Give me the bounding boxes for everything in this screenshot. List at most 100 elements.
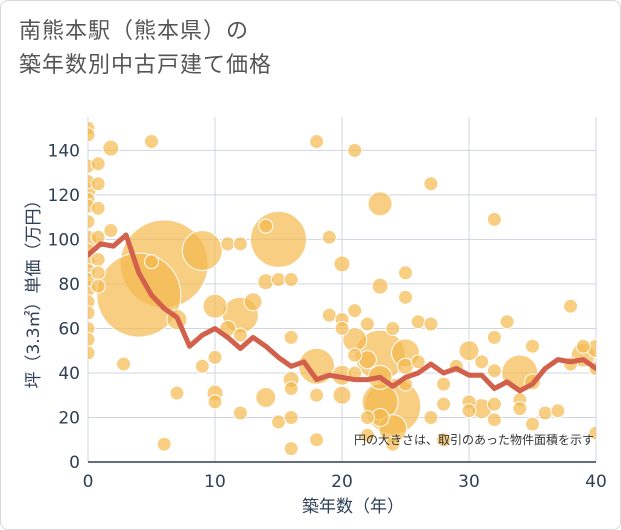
bubble-117 [486, 396, 502, 412]
bubble-69 [207, 394, 223, 410]
bubble-55 [90, 156, 106, 172]
chart-title-line-2: 築年数別中古戸建て価格 [19, 53, 273, 78]
bubble-112 [461, 403, 477, 419]
bubble-90 [347, 142, 363, 158]
bubble-125 [550, 403, 566, 419]
y-tick-label-3: 60 [58, 319, 80, 339]
bubble-107 [436, 376, 452, 392]
bubble-61 [90, 278, 106, 294]
bubble-45 [88, 214, 96, 230]
y-tick-label-1: 20 [58, 408, 80, 428]
bubble-80 [283, 381, 299, 397]
bubble-79 [283, 329, 299, 345]
bubble-109 [436, 432, 452, 448]
bubble-1 [96, 252, 182, 338]
bubble-24 [332, 385, 352, 405]
bubble-123 [525, 416, 540, 432]
bubble-14 [367, 191, 393, 217]
y-tick-label-2: 40 [58, 364, 80, 384]
x-tick-label-4: 40 [585, 472, 607, 492]
bubble-40 [88, 127, 96, 143]
bubble-91 [347, 303, 363, 319]
bubble-113 [474, 354, 490, 370]
bubble-82 [283, 441, 299, 457]
y-tick-label-6: 120 [48, 186, 80, 206]
bubble-36 [371, 277, 389, 295]
y-tick-label-0: 0 [69, 453, 80, 473]
y-axis-ticks: 0 20 40 60 80 100 120 140 [48, 141, 80, 473]
bubble-103 [410, 354, 426, 370]
bubble-122 [525, 338, 540, 354]
bubble-71 [220, 236, 236, 252]
bubble-59 [90, 251, 106, 267]
bubble-104 [423, 176, 439, 192]
x-tick-label-0: 0 [83, 472, 94, 492]
y-tick-label-7: 140 [48, 141, 80, 161]
bubble-121 [512, 401, 528, 417]
bubble-65 [144, 254, 159, 270]
bubble-63 [116, 356, 132, 372]
bubble-94 [359, 316, 375, 332]
bubble-64 [144, 133, 159, 149]
y-tick-label-5: 100 [48, 230, 80, 250]
bubble-106 [423, 409, 439, 425]
bubble-75 [258, 218, 274, 234]
bubble-130 [588, 425, 596, 441]
bubble-87 [321, 307, 337, 323]
trend-layer [88, 232, 596, 394]
bubble-116 [486, 363, 502, 379]
bubble-54 [88, 345, 96, 361]
bubble-108 [436, 396, 452, 412]
bubble-118 [486, 412, 502, 428]
bubble-73 [232, 327, 248, 343]
bubble-119 [499, 314, 515, 330]
bubble-23 [243, 292, 263, 312]
bubble-83 [309, 133, 325, 149]
bubble-99 [398, 265, 413, 281]
bubble-68 [194, 358, 210, 374]
bubble-85 [309, 432, 325, 448]
bubble-50 [88, 294, 96, 310]
x-tick-label-3: 30 [458, 472, 480, 492]
bubble-56 [90, 176, 106, 192]
bubble-18 [255, 386, 277, 408]
bubble-60 [90, 265, 106, 281]
bubble-52 [88, 320, 96, 336]
bubble-96 [359, 427, 375, 443]
size-legend-note: 円の大きさは、取引のあった物件面積を示す [354, 432, 594, 447]
bubble-72 [232, 236, 248, 252]
bubble-2 [250, 210, 307, 268]
bubble-92 [347, 347, 363, 363]
bubble-84 [309, 387, 325, 403]
bubble-126 [563, 298, 579, 314]
bubble-128 [575, 338, 591, 354]
bubble-67 [156, 436, 172, 452]
bubble-76 [271, 414, 286, 430]
bubble-81 [283, 409, 299, 425]
bubble-20 [458, 340, 480, 362]
bubble-95 [359, 409, 375, 425]
bubble-77 [271, 271, 286, 287]
bubble-51 [88, 305, 96, 321]
bubble-5 [181, 230, 223, 272]
bubble-114 [486, 211, 502, 227]
chart-title: 南熊本駅（熊本県）の 築年数別中古戸建て価格 [19, 15, 272, 83]
bubble-100 [398, 289, 413, 305]
bubble-78 [283, 271, 299, 287]
x-axis-title: 築年数（年） [302, 497, 404, 517]
bubble-89 [334, 320, 350, 336]
x-axis-ticks: 0 10 20 30 40 [83, 472, 607, 492]
bubble-66 [169, 385, 185, 401]
bubble-35 [333, 255, 351, 273]
bubble-30 [102, 139, 120, 157]
bubble-115 [486, 329, 502, 345]
bubble-74 [232, 405, 248, 421]
x-tick-label-2: 20 [331, 472, 353, 492]
bubble-105 [423, 316, 439, 332]
bubble-124 [537, 405, 553, 421]
bubble-70 [207, 349, 223, 365]
bubble-98 [385, 436, 401, 452]
bubble-62 [103, 223, 119, 239]
bubble-53 [88, 332, 96, 348]
